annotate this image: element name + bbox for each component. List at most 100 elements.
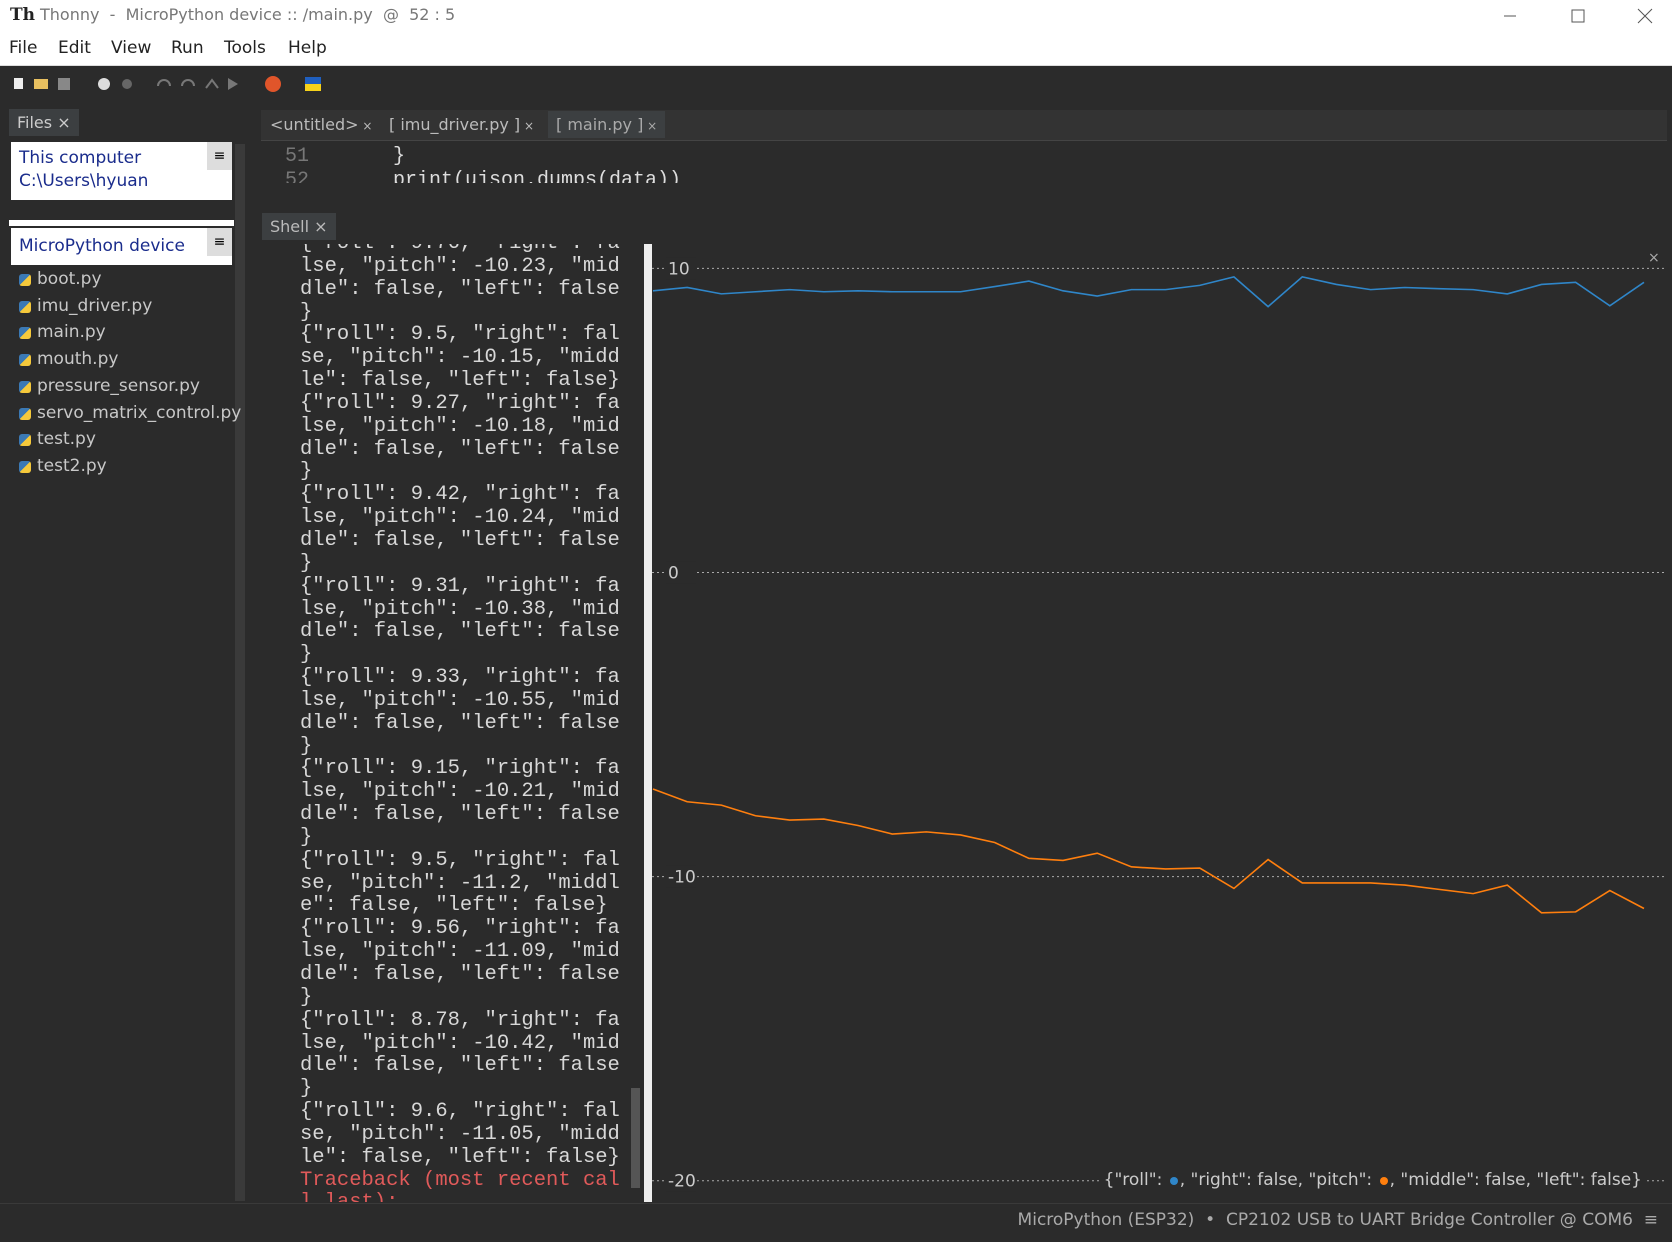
file-name: main.py [37,322,106,343]
status-text: MicroPython (ESP32) • CP2102 USB to UART… [1017,1210,1658,1230]
tab-label: <untitled> [270,115,359,134]
run-button[interactable] [98,78,110,90]
shell-line: } [300,825,313,849]
computer-box[interactable]: This computer C:\Users\hyuan ≡ [11,142,232,200]
code-line: } [345,145,406,168]
series-line [652,788,1645,914]
file-item[interactable]: pressure_sensor.py [19,375,200,396]
step-into[interactable] [181,79,195,87]
python-icon [19,274,31,286]
tick-bg [666,865,696,888]
code-line: print(ujson.dumps(data)) [345,169,682,183]
python-icon [19,434,31,447]
file-item[interactable]: boot.py [19,269,102,289]
shell-line: se, "pitch": -11.05, "midd [300,1122,620,1146]
panel-menu[interactable]: ≡ [207,142,232,170]
python-icon [19,300,31,313]
flag-bottom[interactable] [305,84,321,91]
shell-line: {"roll": 9.6, "right": fal [300,1100,620,1124]
tab-label: [ imu_driver.py ] [389,115,521,134]
shell-lines: {"roll": 9.76, "right": false, "pitch": … [264,244,632,1202]
tab-close[interactable]: × [643,119,658,133]
file-item[interactable]: test.py [19,429,96,450]
window-title: Thonny - MicroPython device :: /main.py … [40,5,456,24]
step-over[interactable] [157,79,171,87]
python-icon [19,460,31,473]
file-name: test.py [37,429,96,450]
scrollbar [235,144,245,1201]
y-tick-label: -20 [668,1172,696,1192]
tick-bg [666,561,696,584]
legend-marker [1379,1177,1388,1185]
line-number: 51 [285,145,310,168]
file-name: servo_matrix_control.py [37,402,242,423]
open-button[interactable] [34,79,48,89]
shell-line: {"roll": 9.42, "right": fa [300,483,620,507]
plotter-close[interactable]: × [1648,250,1660,266]
shell-line: dle": false, "left": false [300,711,620,735]
shell-line: {"roll": 8.78, "right": fa [300,1008,620,1032]
legend-text: , "middle": false, "left": false} [1389,1170,1642,1190]
app-icon: Th [10,5,36,25]
shell-line: dle": false, "left": false [300,437,620,461]
maximize[interactable] [1571,9,1585,23]
new-button[interactable] [14,78,23,89]
shell-line: lse, "pitch": -10.42, "mid [300,1031,620,1055]
shell-line: } [300,1077,313,1101]
save-button[interactable] [58,78,70,90]
file-name: imu_driver.py [37,295,153,316]
shell-line: } [300,300,313,324]
shell-line: le": false, "left": false} [300,1145,620,1169]
shell-line: lse, "pitch": -10.38, "mid [300,597,620,621]
file-item[interactable]: imu_driver.py [19,295,153,316]
stop-button[interactable] [265,76,281,92]
tab-label: [ main.py ] [556,115,644,134]
file-item[interactable]: main.py [19,322,106,343]
resume[interactable] [228,78,238,90]
shell-line: {"roll": 9.76, "right": fa [282,244,632,256]
tab-close[interactable]: × [358,119,373,133]
shell-line: {"roll": 9.5, "right": fal [300,848,620,872]
shell-line: dle": false, "left": false [300,528,620,552]
tick-bg [666,257,696,280]
file-item[interactable]: servo_matrix_control.py [19,402,242,423]
debug-button[interactable] [122,79,132,89]
shell-tab[interactable]: Shell × [262,213,336,240]
menu-item[interactable]: Edit [58,38,91,58]
plotter-divider [644,244,652,1202]
series-line [652,275,1645,308]
file-name: boot.py [37,269,102,289]
menu-item[interactable]: Tools [224,38,266,58]
shell-line: lse, "pitch": -10.23, "mid [300,254,620,278]
shell-line: } [300,643,313,667]
files-tab[interactable]: Files × [9,109,79,136]
shell-line: } [300,734,313,758]
shell-line: dle": false, "left": false [300,963,620,986]
toolbar [14,76,321,92]
device-box[interactable]: MicroPython device ≡ [11,228,232,265]
error-line: l last): [282,1192,632,1202]
shell-line: dle": false, "left": false [300,620,620,644]
close[interactable] [1637,8,1653,24]
shell-scrollbar [631,1088,640,1188]
menu-item[interactable]: View [111,38,152,58]
shell-line: {"roll": 9.5, "right": fal [300,323,620,347]
panel-menu[interactable]: ≡ [207,228,232,256]
menu-item[interactable]: Run [171,38,204,58]
file-item[interactable]: test2.py [19,456,107,476]
shell-line: dle": false, "left": false [300,1054,620,1078]
shell-line: e": false, "left": false} [300,894,608,918]
window-controls[interactable] [1490,0,1672,32]
shell-line: {"roll": 9.27, "right": fa [300,391,620,415]
step-out[interactable] [205,78,219,89]
menu-item[interactable]: File [9,38,38,58]
file-name: pressure_sensor.py [37,375,200,396]
file-item[interactable]: mouth.py [19,349,118,369]
editor-tab[interactable]: [ main.py ] × [548,111,666,138]
editor-tab[interactable]: [ imu_driver.py ] × [381,111,543,138]
editor-tab[interactable]: <untitled> × [262,111,381,138]
tab-close[interactable]: × [520,119,535,133]
plot-legend: {"roll": , "right": false, "pitch": , "m… [1099,1170,1646,1190]
menu-item[interactable]: Help [288,38,327,58]
